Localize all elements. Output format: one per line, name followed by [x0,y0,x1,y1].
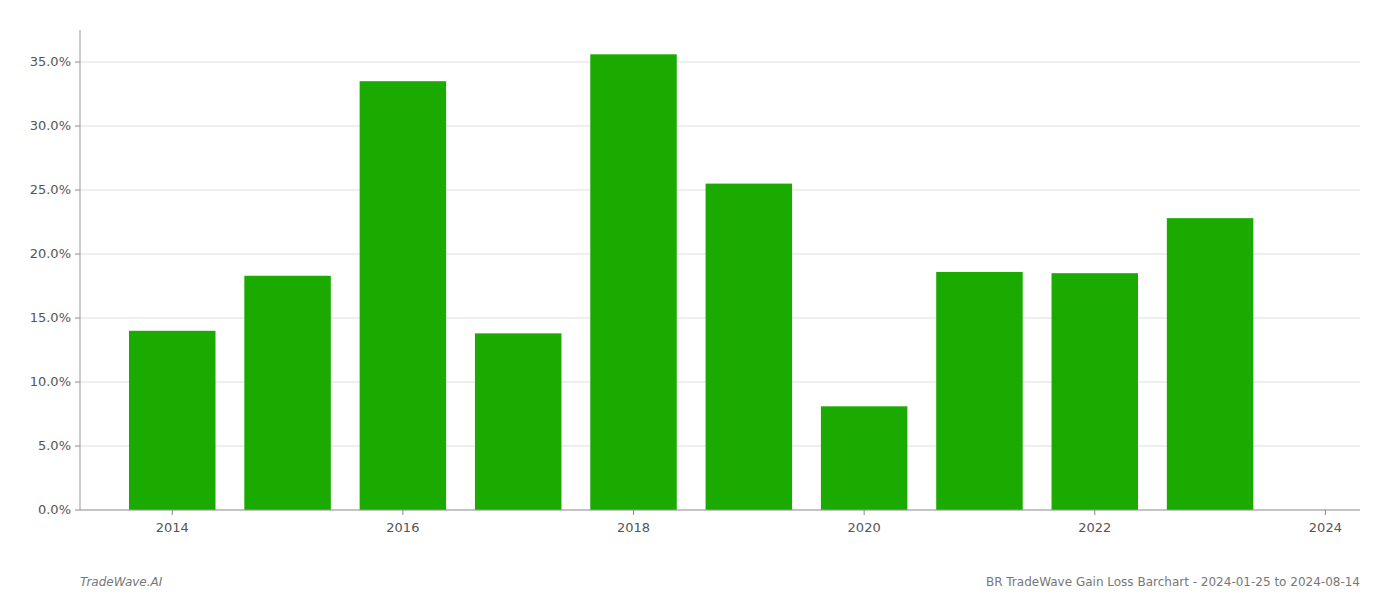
x-tick-label: 2014 [156,520,189,535]
y-tick-label: 25.0% [30,182,71,197]
y-tick [75,446,80,447]
x-tick-label: 2020 [848,520,881,535]
bar [129,331,215,510]
bar [1052,273,1138,510]
x-tick-label: 2016 [386,520,419,535]
x-tick-label: 2018 [617,520,650,535]
grid-line [80,126,1360,127]
y-axis-line [80,30,81,510]
footer-left: TradeWave.AI [80,575,163,589]
x-tick [1325,510,1326,515]
y-tick [75,382,80,383]
chart: 0.0% 5.0% 10.0% 15.0% 20.0% 25.0% 30.0% 35.0% 20… [0,0,1400,600]
x-tick [402,510,403,515]
grid [80,62,1360,510]
bar [936,272,1022,510]
y-tick-label: 15.0% [30,310,71,325]
x-tick [633,510,634,515]
y-tick-label: 5.0% [38,438,71,453]
y-tick [75,126,80,127]
y-tick [75,510,80,511]
y-tick [75,190,80,191]
y-tick-label: 20.0% [30,246,71,261]
x-tick [864,510,865,515]
x-tick [172,510,173,515]
bar [360,81,446,510]
grid-line [80,510,1360,511]
bar [244,276,330,510]
bars [129,54,1253,510]
footer-right: BR TradeWave Gain Loss Barchart - 2024-0… [986,575,1360,589]
x-tick [1094,510,1095,515]
y-tick [75,62,80,63]
y-tick-label: 10.0% [30,374,71,389]
y-tick-label: 0.0% [38,502,71,517]
bar [706,184,792,510]
x-axis-line [80,510,1360,511]
bar [821,406,907,510]
y-tick [75,254,80,255]
bar [1167,218,1253,510]
x-tick-label: 2024 [1309,520,1342,535]
grid-line [80,62,1360,63]
bar [590,54,676,510]
y-tick-label: 30.0% [30,118,71,133]
y-tick-label: 35.0% [30,54,71,69]
y-tick [75,318,80,319]
bar [475,333,561,510]
x-tick-label: 2022 [1078,520,1111,535]
